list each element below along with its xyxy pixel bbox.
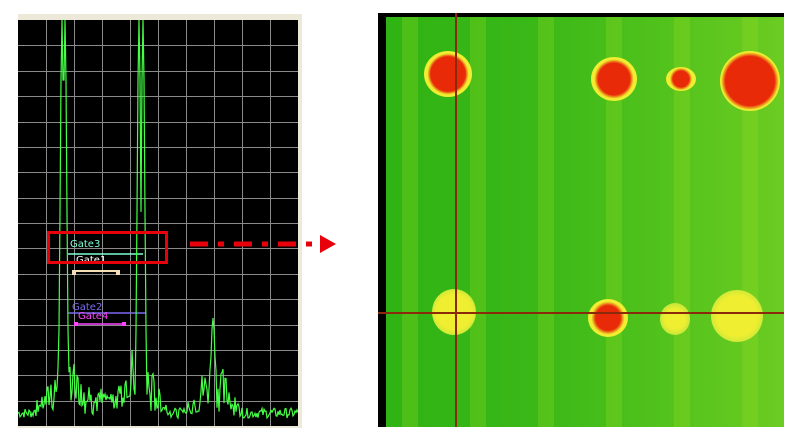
gate4-handle <box>122 322 126 326</box>
defect-spot <box>666 67 696 91</box>
defect-spot <box>720 51 780 111</box>
dashed-arrow <box>190 235 336 253</box>
gate1-label[interactable]: Gate1 <box>76 255 107 266</box>
defect-spot <box>660 303 690 335</box>
gate4-handle <box>74 322 78 326</box>
gate-highlight-box <box>47 231 168 264</box>
cursor-vertical-line[interactable] <box>455 13 457 427</box>
gate1-handle <box>116 270 120 275</box>
defect-spot <box>424 51 472 97</box>
defect-spot <box>711 290 763 342</box>
cursor-horizontal-line[interactable] <box>378 312 784 314</box>
defect-spot <box>588 299 628 337</box>
ascan-plot[interactable]: Gate3 Gate1 Gate2 Gate4 <box>18 20 298 426</box>
gate4-label[interactable]: Gate4 <box>78 311 109 322</box>
cscan-top-edge <box>378 13 784 17</box>
ascan-trace <box>18 20 298 420</box>
defect-spot <box>591 57 637 101</box>
cscan-left-edge <box>378 13 386 427</box>
cscan-image[interactable] <box>378 13 784 427</box>
gate2-label[interactable]: Gate2 <box>72 302 103 313</box>
gate3-label[interactable]: Gate3 <box>70 239 101 250</box>
gate1-handle <box>72 270 76 275</box>
ascan-waveform <box>18 20 298 426</box>
